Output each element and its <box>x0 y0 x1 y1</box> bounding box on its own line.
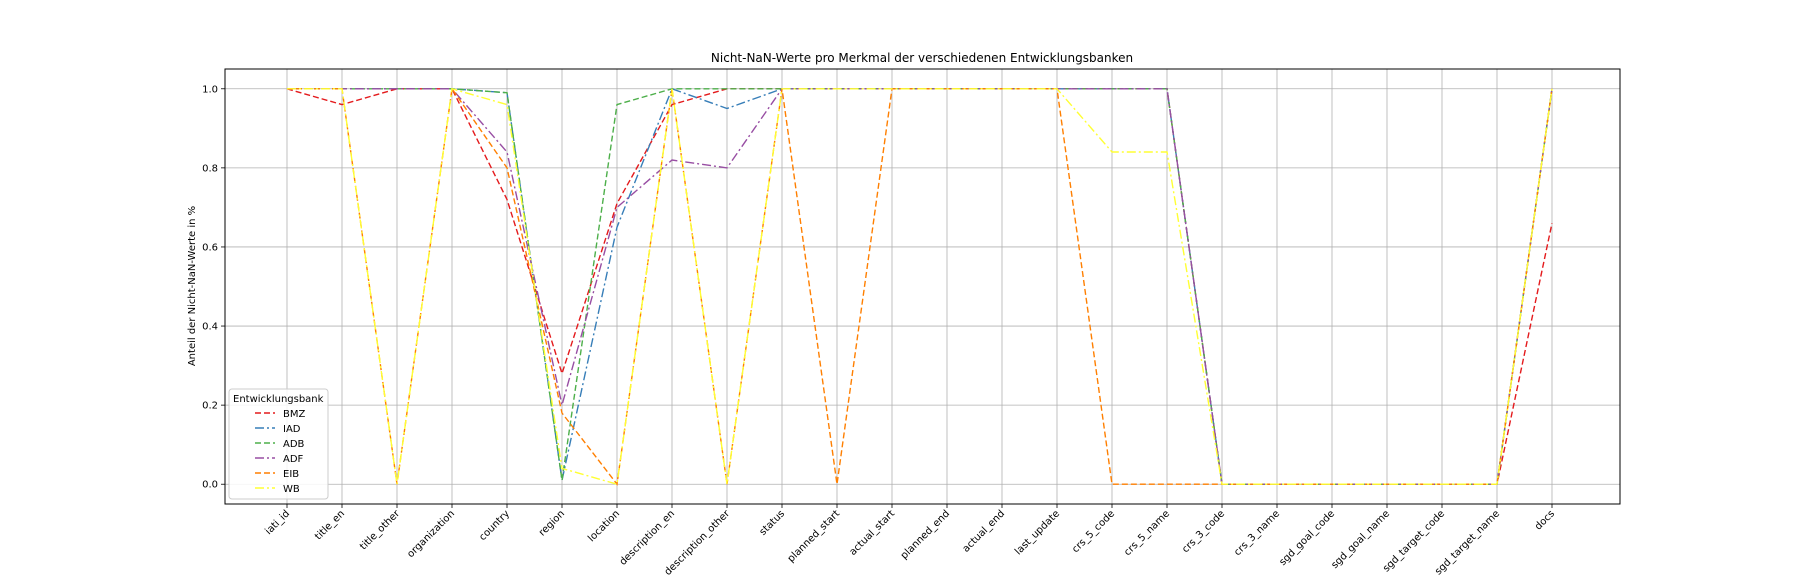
x-tick-label: region <box>537 508 567 538</box>
legend-items: BMZ IAD ADB ADF EIB WB <box>255 409 305 495</box>
x-tick-label: crs_3_code <box>1180 508 1227 555</box>
x-tick-label: planned_end <box>899 508 952 561</box>
legend-label-bmz: BMZ <box>283 409 305 420</box>
y-axis-label: Anteil der Nicht-NaN-Werte in % <box>187 206 198 366</box>
legend-label-adb: ADB <box>283 439 305 450</box>
x-tick-label: iati_id <box>263 508 292 537</box>
x-tick-label: actual_start <box>848 508 898 558</box>
y-tick-label: 0.4 <box>202 322 218 333</box>
grid-layer <box>225 69 1620 504</box>
x-tick-label: title_en <box>313 508 347 542</box>
x-tick-label: actual_end <box>961 508 1007 554</box>
plot-frame <box>224 68 1621 505</box>
legend-label-adf: ADF <box>283 454 304 465</box>
x-tick-label: country <box>477 508 512 543</box>
y-tick-label: 0.2 <box>202 401 218 412</box>
x-tick-label: sgd_goal_name <box>1329 508 1392 571</box>
x-tick-label: crs_3_name <box>1232 508 1282 558</box>
x-tick-label: docs <box>1533 508 1557 532</box>
x-tick-label: status <box>758 508 788 538</box>
chart-title: Nicht-NaN-Werte pro Merkmal der verschie… <box>711 51 1133 65</box>
x-tick-label: planned_start <box>786 508 842 564</box>
x-tick-label: sgd_goal_code <box>1277 508 1337 568</box>
x-tick-label: crs_5_name <box>1122 508 1172 558</box>
legend: Entwicklungsbank BMZ IAD ADB ADF EIB WB <box>228 388 329 500</box>
x-tick-label: crs_5_code <box>1070 508 1117 555</box>
series-line-bmz <box>286 88 1553 485</box>
legend-label-eib: EIB <box>283 469 299 480</box>
legend-box <box>228 388 329 500</box>
series-line-adf <box>287 88 1553 485</box>
y-tick-label: 0.0 <box>202 480 218 491</box>
y-tick-label: 0.6 <box>202 242 218 253</box>
x-tick-label: description_en <box>618 508 677 567</box>
x-tick-label: last_update <box>1013 508 1062 557</box>
x-tick-label: title_other <box>358 508 403 553</box>
series-line-adb <box>287 88 1553 485</box>
axis-layer: iati_id title_en title_other organization co… <box>202 84 1557 578</box>
legend-label-wb: WB <box>283 484 300 495</box>
y-tick-label: 1.0 <box>202 84 218 95</box>
y-tick-label: 0.8 <box>202 163 218 174</box>
x-tick-label: organization <box>405 508 457 560</box>
series-line-iad <box>287 87 1553 485</box>
series-line-wb <box>287 87 1553 486</box>
series-line-eib <box>287 86 1553 486</box>
legend-label-iad: IAD <box>283 424 301 435</box>
series-layer <box>286 86 1553 486</box>
x-tick-label: location <box>586 508 622 544</box>
legend-title: Entwicklungsbank <box>233 394 324 405</box>
